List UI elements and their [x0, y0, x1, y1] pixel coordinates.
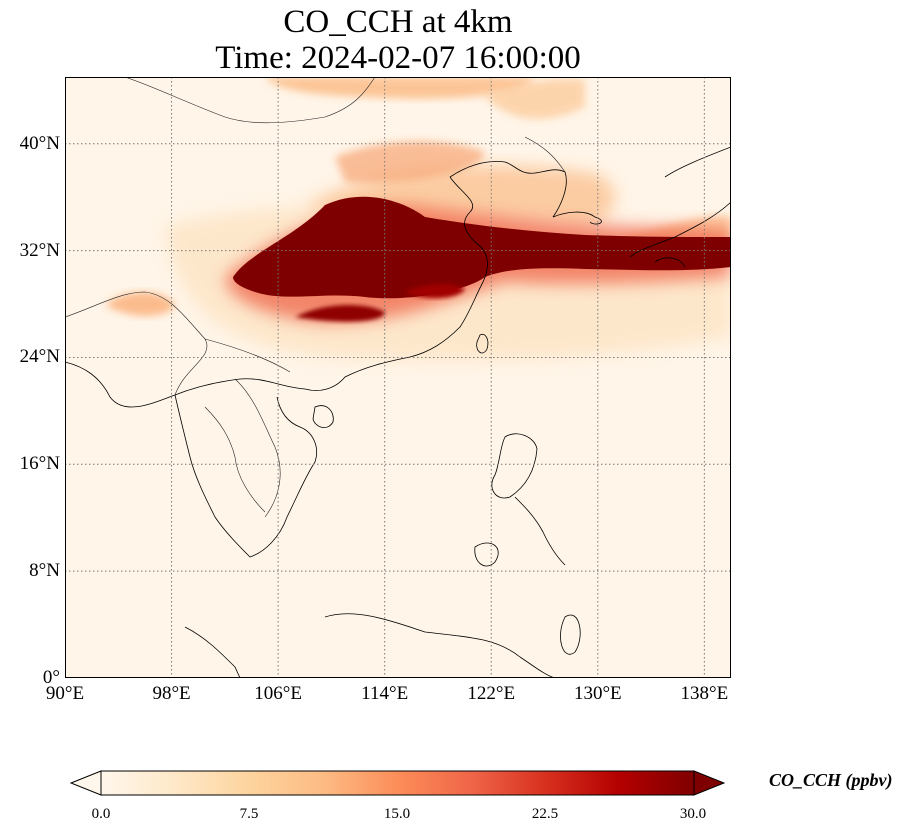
lon-tick-label: 90°E: [45, 683, 85, 704]
coastlines: [65, 146, 731, 678]
map-panel: [65, 77, 731, 678]
colorbar: [70, 770, 725, 796]
colorbar-tick-0: 0.0: [91, 806, 111, 822]
lat-tick-label: 8°N: [29, 560, 60, 582]
colorbar-max-extend: [693, 770, 725, 796]
country-borders: [65, 77, 566, 518]
map-border: [65, 77, 731, 678]
colorbar-tick-2: 15.0: [383, 806, 411, 822]
lon-tick-label: 122°E: [467, 683, 516, 704]
colorbar-label: CO_CCH (ppbv): [769, 770, 893, 790]
lon-tick-label: 106°E: [254, 683, 302, 704]
lon-tick-label: 130°E: [573, 683, 622, 704]
lat-tick-label: 24°N: [19, 346, 60, 368]
lat-tick-label: 0°: [42, 667, 60, 688]
lat-tick-label: 32°N: [19, 239, 60, 261]
lon-tick-label: 138°E: [680, 683, 729, 704]
colorbar-tick-1: 7.5: [239, 806, 259, 822]
colorbar-gradient: [100, 770, 695, 796]
lat-tick-label: 16°N: [19, 453, 60, 475]
map-title: CO_CCH at 4km: [283, 4, 513, 40]
map-subtitle: Time: 2024-02-07 16:00:00: [215, 40, 581, 76]
colorbar-tick-4: 30.0: [679, 806, 707, 822]
lat-tick-label: 40°N: [19, 132, 60, 154]
colorbar-tick-3: 22.5: [531, 806, 559, 822]
graticule: [65, 77, 731, 678]
map-canvas: [65, 77, 731, 678]
lon-tick-label: 98°E: [152, 683, 191, 704]
colorbar-min-extend: [70, 770, 102, 796]
lon-tick-label: 114°E: [361, 683, 409, 704]
